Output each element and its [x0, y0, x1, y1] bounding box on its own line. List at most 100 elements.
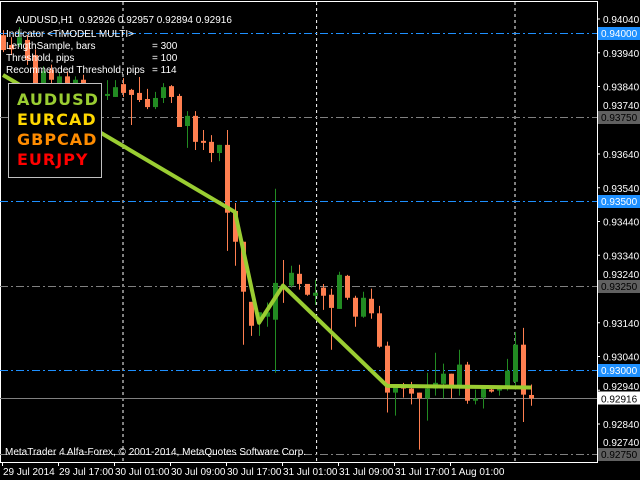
- candle-body: [369, 298, 374, 314]
- candle-body: [113, 87, 118, 97]
- candle-body: [25, 39, 30, 61]
- level-tag-label: 0.93000: [601, 366, 638, 377]
- candle-body: [377, 313, 382, 347]
- candle: [417, 392, 422, 450]
- candle: [25, 35, 30, 65]
- candle-body: [345, 275, 350, 298]
- candle: [145, 88, 150, 110]
- candle-body: [41, 71, 46, 84]
- candle: [105, 80, 110, 100]
- x-tick-label: 30 Jul 17:00: [227, 467, 282, 478]
- candle-body: [137, 92, 142, 100]
- candle: [337, 271, 342, 309]
- y-tick-label: 0.93140: [603, 319, 640, 330]
- candle-body: [289, 272, 294, 286]
- candle-body: [153, 97, 158, 108]
- candle-body: [185, 115, 190, 126]
- candle-body: [57, 76, 62, 85]
- candle: [473, 389, 478, 405]
- candle-body: [177, 95, 182, 127]
- x-tick-label: 1 Aug 01:00: [451, 467, 505, 478]
- candle-body: [409, 388, 414, 394]
- info-value-recommended: = 114: [152, 65, 177, 76]
- candle-body: [121, 84, 126, 93]
- candle-body: [209, 141, 214, 153]
- level-tag-label: 0.93250: [601, 282, 638, 293]
- ohlc-open: 0.92926: [78, 15, 116, 26]
- candle: [377, 305, 382, 348]
- y-tick-label: 0.92740: [603, 438, 640, 449]
- candle: [153, 91, 158, 110]
- indicator-line: [1, 73, 532, 390]
- x-tick-label: 29 Jul 17:00: [59, 467, 114, 478]
- candle-body: [497, 388, 502, 391]
- candle: [177, 93, 182, 127]
- symbol-timeframe: AUDUSD,H1: [15, 15, 74, 26]
- x-tick-label: 30 Jul 01:00: [115, 467, 170, 478]
- candle: [457, 349, 462, 396]
- y-tick-label: 0.93240: [603, 270, 640, 281]
- candle-body: [321, 287, 326, 296]
- ohlc-low: 0.92894: [156, 15, 193, 26]
- candle: [393, 385, 398, 416]
- x-tick-label: 31 Jul 01:00: [283, 467, 338, 478]
- copyright-text: MetaTrader 4 Alfa-Forex, © 2001-2014, Me…: [5, 447, 307, 458]
- candle-body: [161, 87, 166, 98]
- level-tag-bg: [598, 364, 640, 377]
- candle: [297, 264, 302, 290]
- candle-body: [473, 398, 478, 401]
- candle-body: [49, 69, 54, 80]
- level-tag-label: 0.93750: [601, 113, 638, 124]
- candle: [49, 64, 54, 84]
- symbol-legend: AUDUSD EURCAD GBPCAD EURJPY: [8, 83, 102, 178]
- candle-body: [273, 282, 278, 320]
- candle-body: [305, 283, 310, 295]
- candle: [121, 78, 126, 97]
- candle: [529, 384, 534, 406]
- candle: [137, 77, 142, 103]
- y-tick-label: 0.94040: [603, 15, 640, 26]
- chart-frame: [0, 1, 598, 463]
- level-tag-bg: [598, 448, 640, 461]
- candle-body: [201, 140, 206, 143]
- ohlc-close: 0.92916: [195, 15, 232, 26]
- candle: [369, 288, 374, 319]
- candle: [433, 352, 438, 396]
- candle-body: [393, 385, 398, 393]
- y-tick-label: 0.93440: [603, 218, 640, 229]
- candle: [521, 327, 526, 422]
- candle: [465, 361, 470, 404]
- level-tag-bg: [598, 280, 640, 293]
- candle-body: [489, 389, 494, 392]
- current-price-tag-label: 0.92916: [601, 395, 638, 406]
- info-value-threshold: = 100: [152, 53, 178, 64]
- y-tick-label: 0.93740: [603, 101, 640, 112]
- y-tick-label: 0.93940: [603, 49, 640, 60]
- y-tick-label: 0.92840: [603, 420, 640, 431]
- candle: [185, 111, 190, 148]
- candle-body: [481, 388, 486, 398]
- candle: [201, 130, 206, 150]
- candle: [361, 291, 366, 318]
- candle-body: [169, 86, 174, 97]
- x-tick-label: 31 Jul 09:00: [339, 467, 394, 478]
- candle: [281, 259, 286, 303]
- candle: [313, 279, 318, 305]
- candle: [113, 80, 118, 97]
- candle: [441, 363, 446, 399]
- candle-body: [33, 55, 38, 85]
- candle: [321, 283, 326, 310]
- candle: [17, 27, 22, 48]
- candle-body: [457, 364, 462, 386]
- candle-body: [249, 301, 254, 326]
- candle: [329, 288, 334, 350]
- ohlc-high: 0.92957: [117, 15, 155, 26]
- x-tick-label: 31 Jul 17:00: [395, 467, 450, 478]
- candle: [513, 331, 518, 390]
- candle-body: [361, 297, 366, 317]
- candle: [353, 295, 358, 327]
- legend-eurcad: EURCAD: [17, 110, 97, 129]
- candle-body: [329, 294, 334, 308]
